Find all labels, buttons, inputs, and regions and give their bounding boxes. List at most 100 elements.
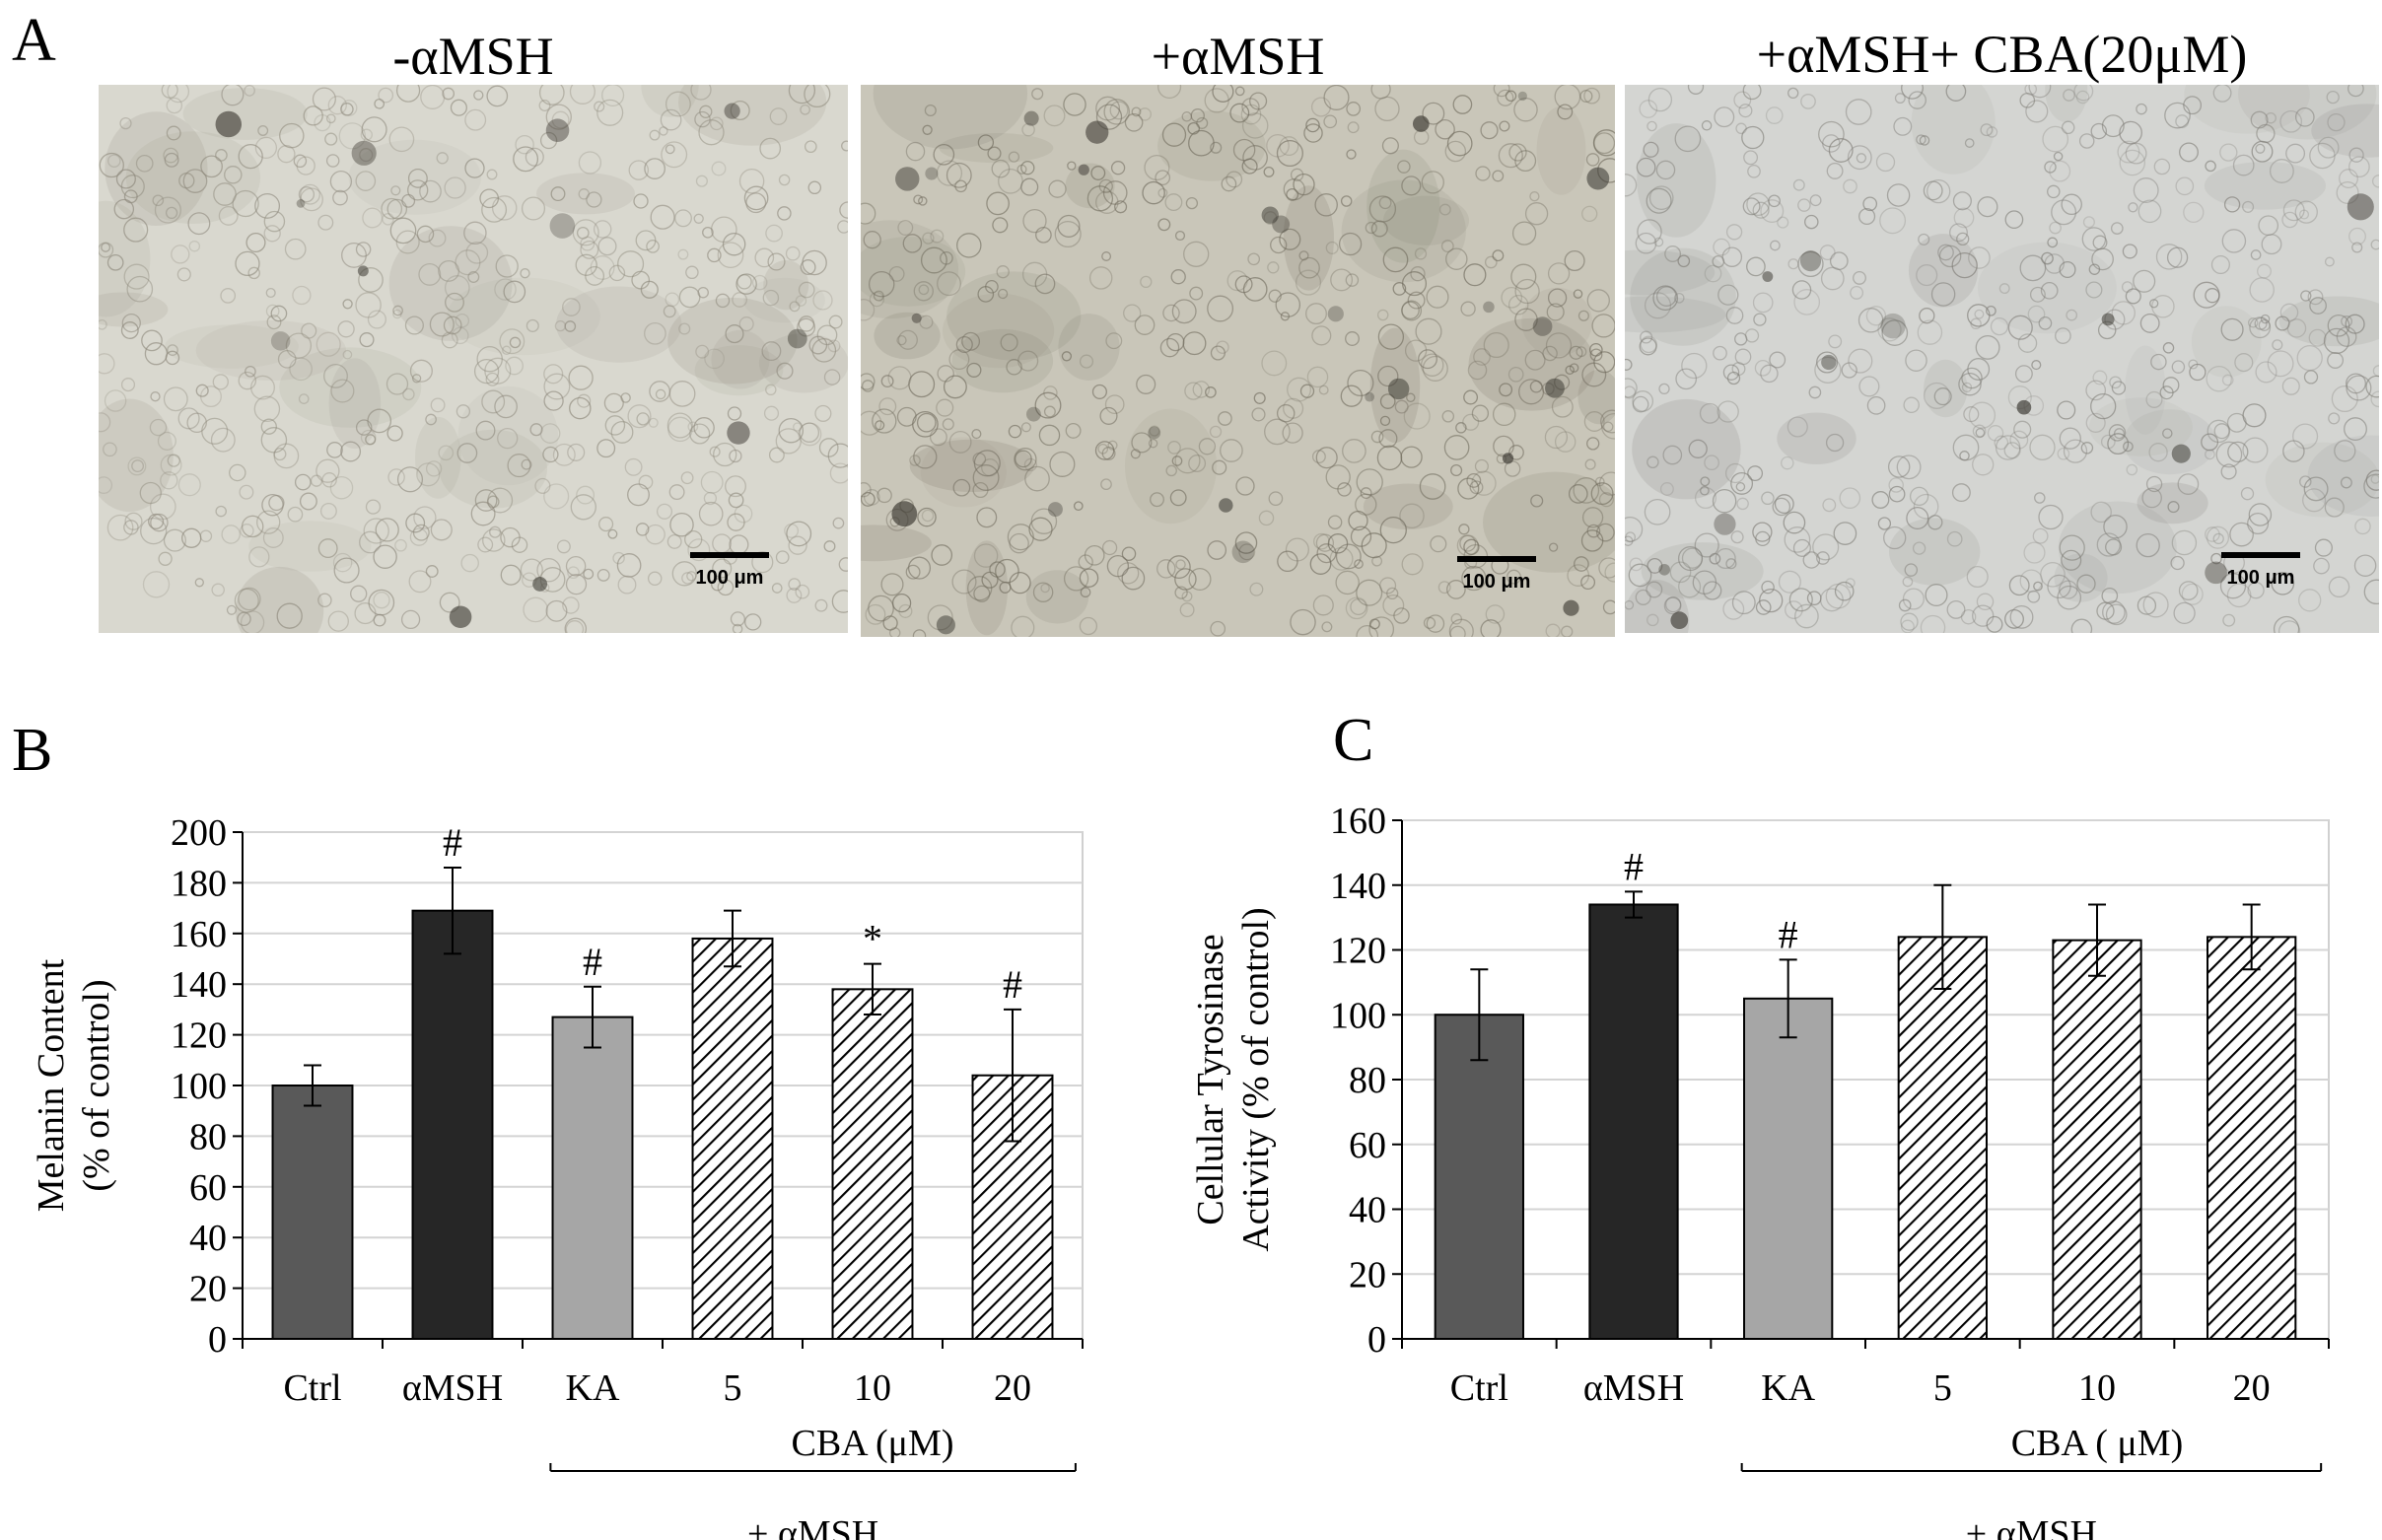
cell [1787, 87, 1799, 100]
cell-cluster [99, 398, 174, 513]
cell [687, 421, 699, 433]
cell [420, 85, 446, 109]
cell [2219, 573, 2247, 599]
cell [677, 248, 689, 260]
cell [201, 417, 229, 445]
cell [329, 170, 353, 193]
cell [1980, 123, 1994, 137]
x-tick-label: KA [566, 1367, 620, 1409]
cell-cluster [694, 345, 784, 396]
cell [981, 571, 999, 589]
cell [1712, 254, 1725, 268]
cell [1008, 424, 1022, 439]
cell [333, 557, 360, 584]
cell [430, 519, 453, 541]
pigment-spot [1670, 611, 1689, 630]
bar [2052, 939, 2142, 1340]
cell [285, 332, 313, 359]
cell [279, 122, 305, 149]
cell [1919, 308, 1935, 324]
cell [1569, 363, 1579, 373]
cell [1378, 196, 1392, 210]
cell [1063, 566, 1089, 592]
cell [2047, 574, 2071, 599]
cell [1564, 249, 1585, 272]
cell [1105, 332, 1123, 350]
cell [224, 166, 243, 184]
cell [660, 108, 682, 131]
cell [1594, 476, 1605, 487]
cell [973, 585, 991, 602]
cell [1101, 539, 1118, 556]
cell [839, 201, 848, 219]
cell [2210, 552, 2222, 565]
cell [1356, 624, 1379, 637]
cell [2047, 237, 2059, 248]
cell [482, 528, 506, 552]
cell [1659, 482, 1674, 496]
cell [1816, 551, 1830, 565]
cell [445, 292, 464, 313]
cell [1204, 88, 1229, 113]
cell [727, 406, 742, 421]
cell [1161, 122, 1187, 147]
cell [1967, 358, 1991, 381]
cell [465, 241, 489, 264]
cell [585, 265, 605, 286]
cell [1722, 364, 1740, 381]
cell [1808, 385, 1822, 399]
cell [1295, 269, 1322, 296]
cell [2044, 161, 2057, 174]
cell [1157, 218, 1171, 232]
cell [2057, 447, 2070, 460]
cell [265, 287, 276, 299]
cell [2323, 327, 2350, 355]
cell [912, 629, 927, 637]
cell [1904, 563, 1919, 577]
cell [523, 596, 549, 623]
cell [2009, 430, 2029, 450]
cell [2193, 281, 2220, 309]
cell [640, 280, 659, 299]
cell [188, 240, 201, 252]
cell [1407, 291, 1426, 310]
cell [1930, 282, 1956, 307]
cell [1600, 412, 1615, 440]
cell [195, 384, 209, 397]
cell [444, 275, 470, 301]
cell [1283, 397, 1304, 419]
cell [1347, 369, 1374, 397]
cell [2277, 620, 2301, 633]
cell [1902, 588, 1925, 610]
cell [1422, 355, 1448, 382]
cell [1277, 550, 1298, 573]
cell [576, 485, 596, 505]
cell [649, 129, 661, 141]
cell [1117, 562, 1140, 585]
cell [2370, 390, 2379, 408]
cell [991, 159, 1011, 178]
cell [2201, 433, 2219, 452]
cell [1658, 383, 1670, 395]
cell [2336, 326, 2357, 347]
cell [1678, 575, 1702, 598]
cell [2339, 169, 2358, 189]
cell [2117, 140, 2140, 164]
y-tick-label: 80 [1349, 1060, 1386, 1101]
cell [1858, 207, 1876, 226]
cell [897, 220, 914, 236]
y-tick-label: 160 [171, 914, 227, 955]
cell [1401, 553, 1424, 576]
cell [656, 503, 673, 520]
cell [1833, 522, 1857, 545]
cell [1644, 498, 1671, 525]
cell [590, 255, 615, 280]
cell [99, 412, 111, 433]
cell [1774, 494, 1794, 515]
cell [2242, 200, 2255, 213]
pigment-spot [2101, 313, 2115, 326]
cell [148, 513, 165, 529]
cell [1507, 294, 1529, 315]
cell [1881, 319, 1909, 346]
cell [1422, 102, 1445, 125]
